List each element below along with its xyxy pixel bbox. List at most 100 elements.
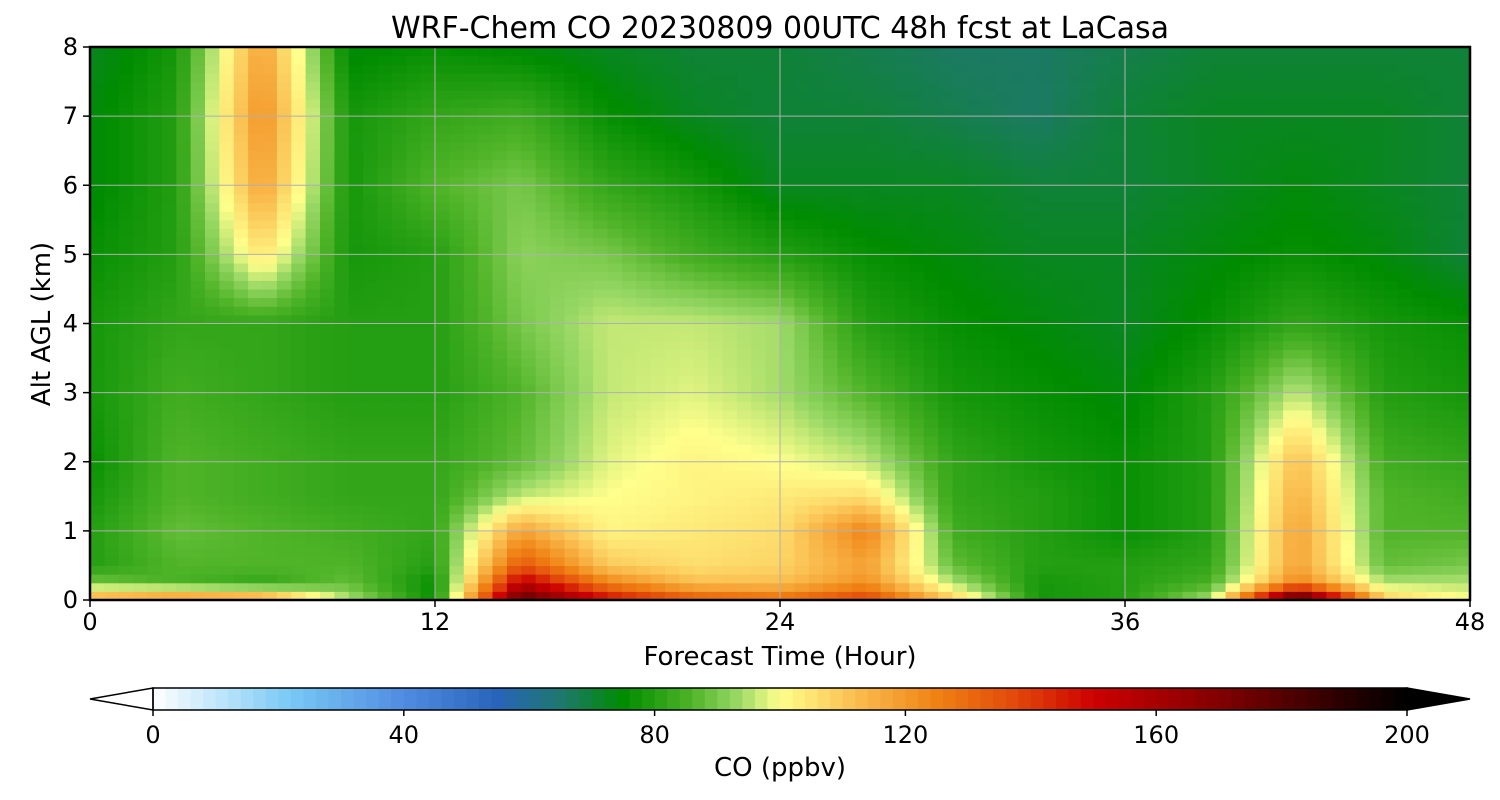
co-cell <box>1053 539 1069 549</box>
co-cell <box>880 349 896 359</box>
co-cell <box>1038 349 1054 359</box>
co-cell <box>966 479 982 489</box>
co-cell <box>1326 591 1342 600</box>
co-cell <box>1067 314 1083 325</box>
co-cell <box>808 288 824 299</box>
co-cell <box>1383 470 1399 480</box>
co-cell <box>564 228 580 238</box>
co-cell <box>291 202 307 212</box>
co-cell <box>722 237 738 247</box>
co-cell <box>291 539 307 549</box>
co-cell <box>866 297 882 307</box>
co-cell <box>391 505 407 515</box>
co-cell <box>621 444 637 454</box>
co-cell <box>1096 496 1112 506</box>
co-cell <box>521 591 537 600</box>
co-cell <box>1125 384 1140 394</box>
co-cell <box>808 487 824 497</box>
co-cell <box>636 211 652 221</box>
co-cell <box>1211 427 1227 437</box>
co-cell <box>133 280 149 290</box>
co-cell <box>650 479 666 489</box>
co-cell <box>1398 409 1414 420</box>
co-cell <box>909 219 925 229</box>
co-cell <box>1340 418 1356 428</box>
co-cell <box>1139 245 1155 255</box>
co-cell <box>305 211 321 221</box>
co-cell <box>851 323 867 333</box>
co-cell <box>1268 435 1284 445</box>
co-cell <box>406 323 422 333</box>
co-cell <box>449 548 465 558</box>
co-cell <box>952 211 968 221</box>
co-cell <box>780 565 795 575</box>
co-cell <box>708 444 724 454</box>
co-cell <box>1053 401 1069 411</box>
co-cell <box>823 522 839 532</box>
co-cell <box>161 435 177 445</box>
co-cell <box>923 349 939 359</box>
co-cell <box>794 574 810 584</box>
co-cell <box>981 323 997 333</box>
co-cell <box>995 522 1011 532</box>
co-cell <box>665 176 680 186</box>
co-cell <box>506 271 522 281</box>
co-cell <box>1441 505 1457 515</box>
co-cell <box>90 418 105 428</box>
co-cell <box>1067 453 1083 463</box>
co-cell <box>1010 470 1025 480</box>
co-cell <box>435 522 450 532</box>
co-cell <box>1038 159 1054 169</box>
co-cell <box>320 513 335 523</box>
co-cell <box>176 556 192 566</box>
co-cell <box>1067 427 1083 437</box>
co-cell <box>895 470 910 480</box>
co-cell <box>1369 375 1385 385</box>
co-cell <box>1254 565 1270 575</box>
co-cell <box>1398 453 1414 463</box>
co-cell <box>391 366 407 376</box>
co-cell <box>248 582 264 592</box>
co-cell <box>1038 453 1054 463</box>
co-cell <box>866 168 882 178</box>
co-cell <box>219 306 235 316</box>
co-cell <box>880 487 896 497</box>
co-cell <box>593 176 609 186</box>
co-cell <box>1297 427 1313 437</box>
co-cell <box>995 556 1011 566</box>
co-cell <box>1297 211 1313 221</box>
co-cell <box>1125 332 1140 342</box>
co-cell <box>1311 487 1327 497</box>
co-cell <box>923 193 939 204</box>
co-cell <box>118 392 134 402</box>
co-cell <box>621 591 637 600</box>
co-cell <box>1196 263 1212 273</box>
co-cell <box>1139 427 1155 437</box>
co-cell <box>679 211 695 221</box>
co-cell <box>176 505 192 515</box>
co-cell <box>837 548 853 558</box>
co-cell <box>895 453 910 463</box>
co-cell <box>1398 340 1414 350</box>
co-cell <box>1311 435 1327 445</box>
co-cell <box>650 340 666 350</box>
co-cell <box>564 202 580 212</box>
co-cell <box>176 288 192 299</box>
co-cell <box>1283 245 1299 255</box>
co-cell <box>262 245 278 255</box>
co-cell <box>478 435 494 445</box>
co-cell <box>492 237 508 247</box>
co-cell <box>1010 392 1025 402</box>
co-cell <box>1283 453 1299 463</box>
co-cell <box>276 539 292 549</box>
co-cell <box>837 556 853 566</box>
co-cell <box>708 349 724 359</box>
co-cell <box>1153 228 1169 238</box>
co-cell <box>363 556 379 566</box>
co-cell <box>607 150 623 160</box>
co-cell <box>1096 185 1112 195</box>
co-cell <box>1268 332 1284 342</box>
co-cell <box>363 314 379 325</box>
co-cell <box>478 565 494 575</box>
co-cell <box>578 340 594 350</box>
